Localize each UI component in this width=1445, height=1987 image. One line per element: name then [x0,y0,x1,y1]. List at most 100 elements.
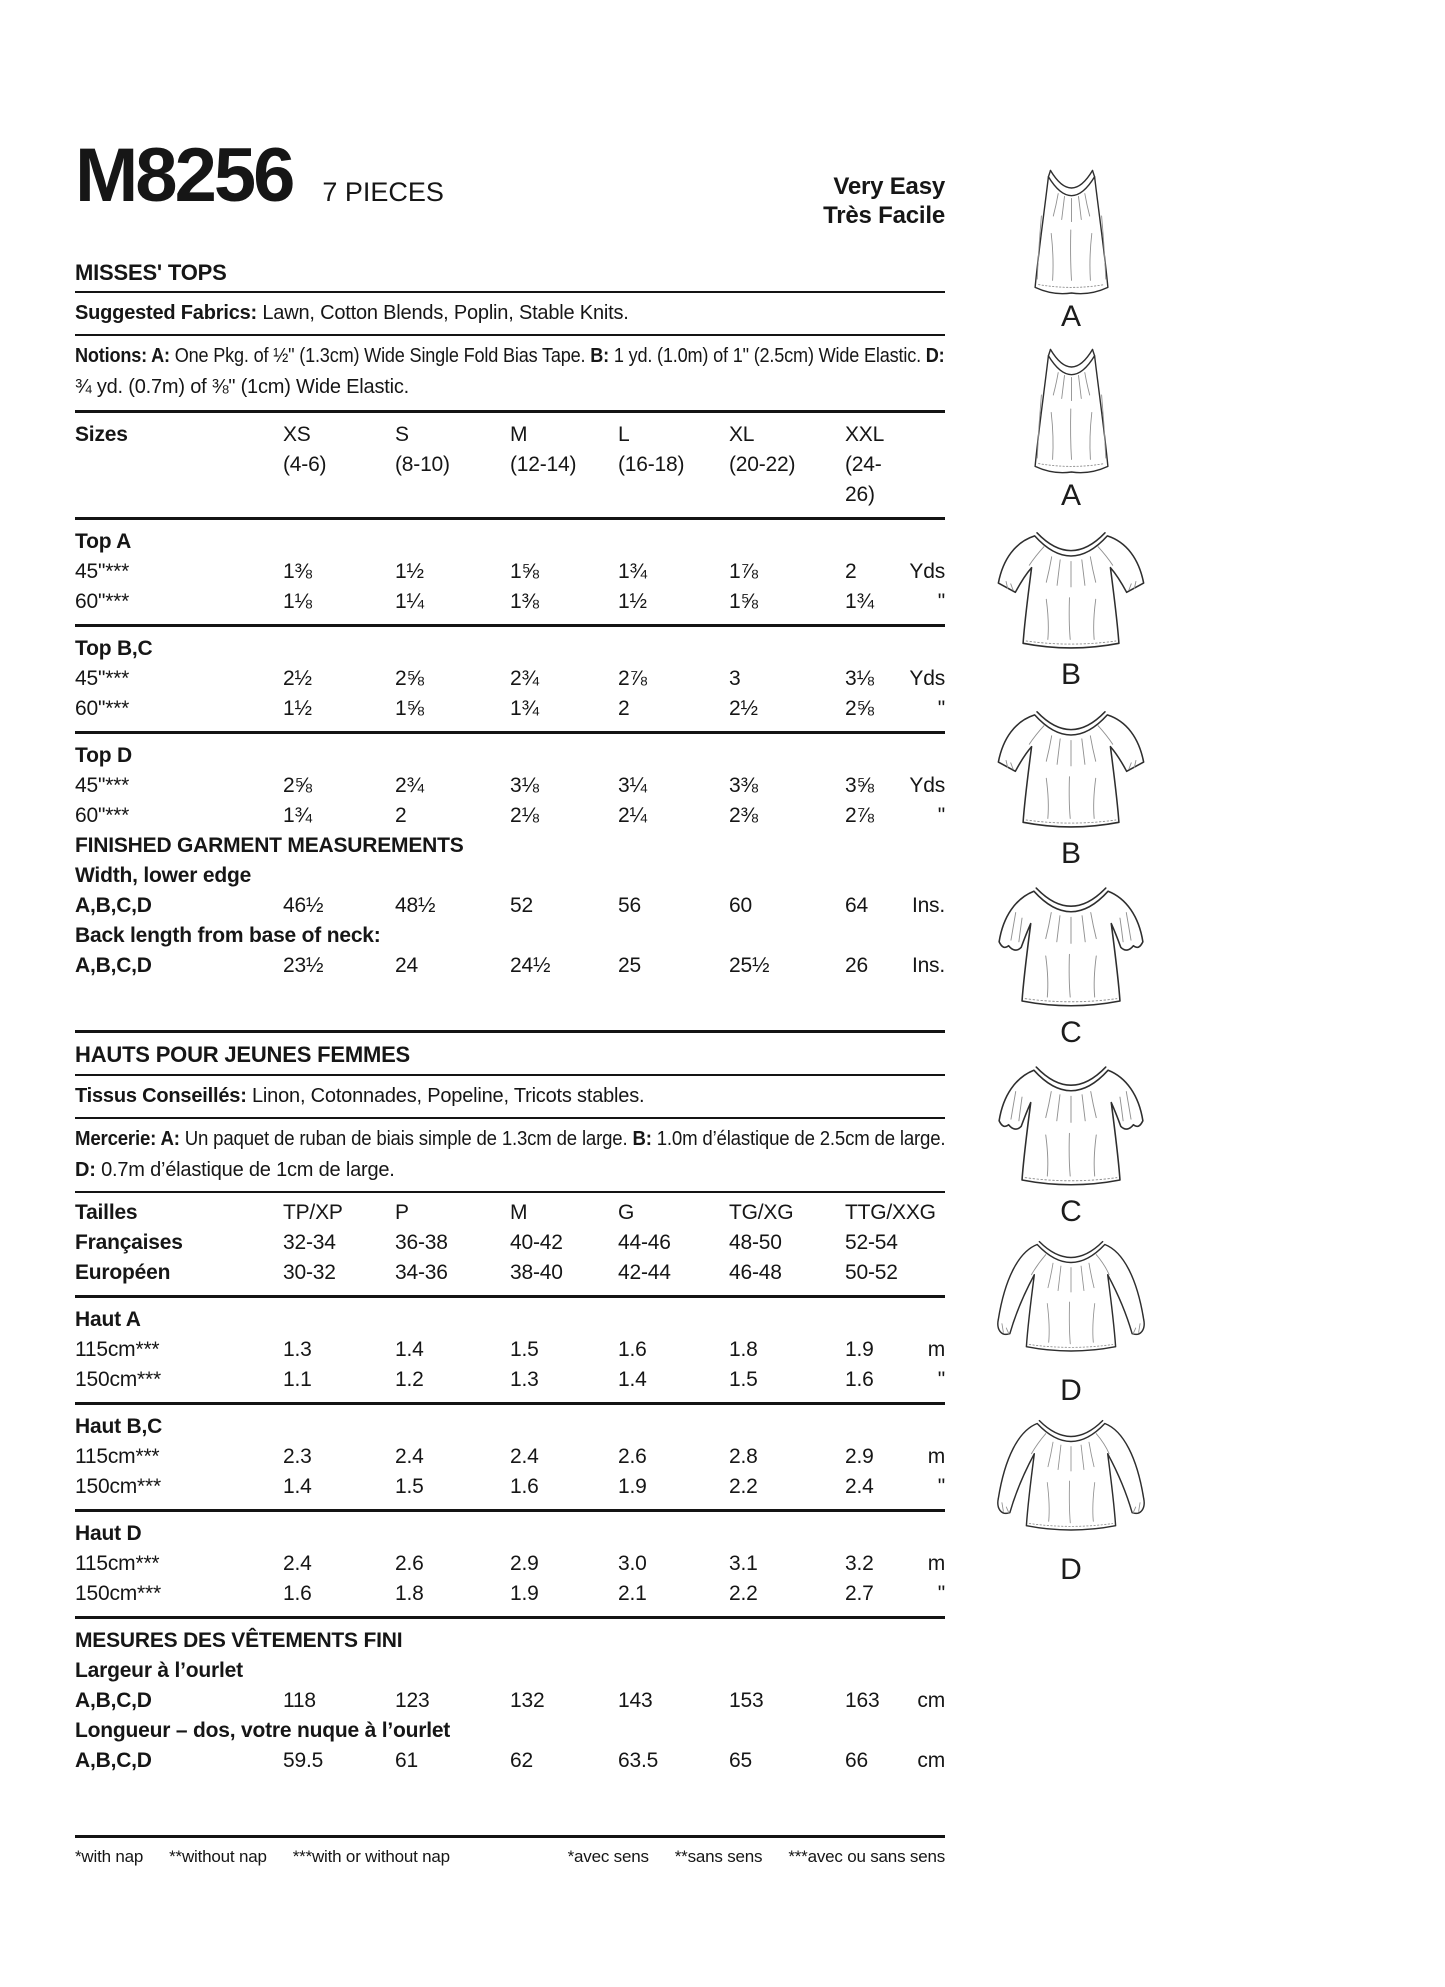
spacer [75,1776,945,1828]
unit-cell: Yds [909,774,945,797]
footnotes-en: *with nap **without nap ***with or witho… [75,1846,450,1868]
cell: 2¾ [510,667,539,690]
cell: 46-48 [729,1261,782,1284]
cell: 1.3 [510,1368,539,1391]
unit-cell: " [937,1368,945,1391]
notions-label-d: D: [925,345,945,367]
section-divider [75,731,945,734]
cell: 2.4 [510,1445,539,1468]
cell: 36-38 [395,1231,448,1254]
unit-cell: cm [917,1689,945,1712]
row-label: 45"*** [75,667,130,690]
table-row: 150cm*** 1.1 1.2 1.3 1.4 1.5 1.6 " [75,1365,945,1395]
size-range: (16-18) [618,453,685,476]
cell: 1.5 [395,1475,424,1498]
tissus-line: Tissus Conseillés: Linon, Cotonnades, Po… [75,1081,945,1112]
row-label: A,B,C,D [75,954,152,977]
cell: 2⅝ [395,667,424,690]
finished-sub-heading-fr: Longueur – dos, votre nuque à l’ourlet [75,1719,451,1742]
size-range: (8-10) [395,453,450,476]
cell: 65 [729,1749,752,1772]
mercerie-label: Mercerie: A: [75,1128,180,1150]
unit-cell: m [927,1445,945,1468]
cell: 26 [845,954,868,977]
cell: 42-44 [618,1261,671,1284]
table-row: A,B,C,D 46½ 48½ 52 56 60 64 Ins. [75,891,945,921]
cell: 44-46 [618,1231,671,1254]
cell: 1.3 [283,1338,312,1361]
cell: 1¾ [845,590,874,613]
view-label: C [1060,1016,1082,1049]
size-range: (20-22) [729,453,796,476]
size-col: TG/XG [729,1201,794,1224]
cell: 2.2 [729,1475,758,1498]
row-label: 115cm*** [75,1338,160,1361]
garment-figure: B [948,513,1194,692]
unit-cell: " [937,804,945,827]
cell: 48-50 [729,1231,782,1254]
cell: 2½ [729,697,758,720]
cell: 2.8 [729,1445,758,1468]
table-row: 45"*** 1⅜ 1½ 1⅝ 1¾ 1⅞ 2 Yds [75,557,945,587]
row-label: 115cm*** [75,1445,160,1468]
cell: 32-34 [283,1231,336,1254]
section-heading: Top D [75,744,132,767]
garment-figure: C [948,871,1194,1050]
garment-sketch-a-front [1019,160,1124,300]
row-label: 45"*** [75,560,130,583]
section-divider [75,1835,945,1838]
cell: 1.6 [283,1582,312,1605]
footnote-with-nap: *with nap [75,1847,144,1866]
suggested-fabrics-line: Suggested Fabrics: Lawn, Cotton Blends, … [75,298,945,329]
title-row: M8256 7 PIECES [75,138,945,216]
finished-measurements-heading-fr: MESURES DES VÊTEMENTS FINI [75,1629,403,1652]
tissus-text: Linon, Cotonnades, Popeline, Tricots sta… [246,1085,645,1107]
cell: 61 [395,1749,418,1772]
cell: 2¼ [618,804,647,827]
table-row: 115cm*** 1.3 1.4 1.5 1.6 1.8 1.9 m [75,1335,945,1365]
cell: 2.9 [510,1552,539,1575]
section-heading: Haut B,C [75,1415,163,1438]
unit-cell: " [937,590,945,613]
row-label: 115cm*** [75,1552,160,1575]
cell: 1.9 [618,1475,647,1498]
cell: 1½ [283,697,312,720]
main-column: M8256 7 PIECES MISSES' TOPS Suggested Fa… [75,138,946,1868]
notions-text-a: One Pkg. of ½" (1.3cm) Wide Single Fold … [169,345,591,367]
divider [75,1191,945,1193]
size-col: TP/XP [283,1201,343,1224]
cell: 3⅜ [729,774,758,797]
cell: 34-36 [395,1261,448,1284]
pattern-number: M8256 [75,133,295,218]
table-row: 150cm*** 1.4 1.5 1.6 1.9 2.2 2.4 " [75,1472,945,1502]
cell: 1½ [618,590,647,613]
section-heading: Haut D [75,1522,142,1545]
cell: 52 [510,894,533,917]
cell: 1¾ [283,804,312,827]
section-divider [75,517,945,520]
cell: 2 [845,560,857,583]
unit-cell: " [937,1475,945,1498]
cell: 1.2 [395,1368,424,1391]
cell: 24 [395,954,418,977]
cell: 3 [729,667,741,690]
cell: 1⅜ [510,590,539,613]
cell: 3.0 [618,1552,647,1575]
cell: 3.1 [729,1552,758,1575]
cell: 2⅞ [845,804,874,827]
cell: 3⅛ [845,667,874,690]
table-row: A,B,C,D 118 123 132 143 153 163 cm [75,1686,945,1716]
cell: 2¾ [395,774,424,797]
section-divider [75,1402,945,1405]
table-row: 60"*** 1⅛ 1¼ 1⅜ 1½ 1⅝ 1¾ " [75,587,945,617]
mercerie-line-2: D: 0.7m d’élastique de 1cm de large. [75,1155,945,1186]
cell: 1.8 [395,1582,424,1605]
size-range: (4-6) [283,453,327,476]
unit-cell: Yds [909,667,945,690]
cell: 60 [729,894,752,917]
cell: 40-42 [510,1231,563,1254]
garment-sketch-b-back [978,701,1164,837]
cell: 118 [283,1689,316,1712]
size-col: M [510,423,528,446]
cell: 1.6 [618,1338,647,1361]
